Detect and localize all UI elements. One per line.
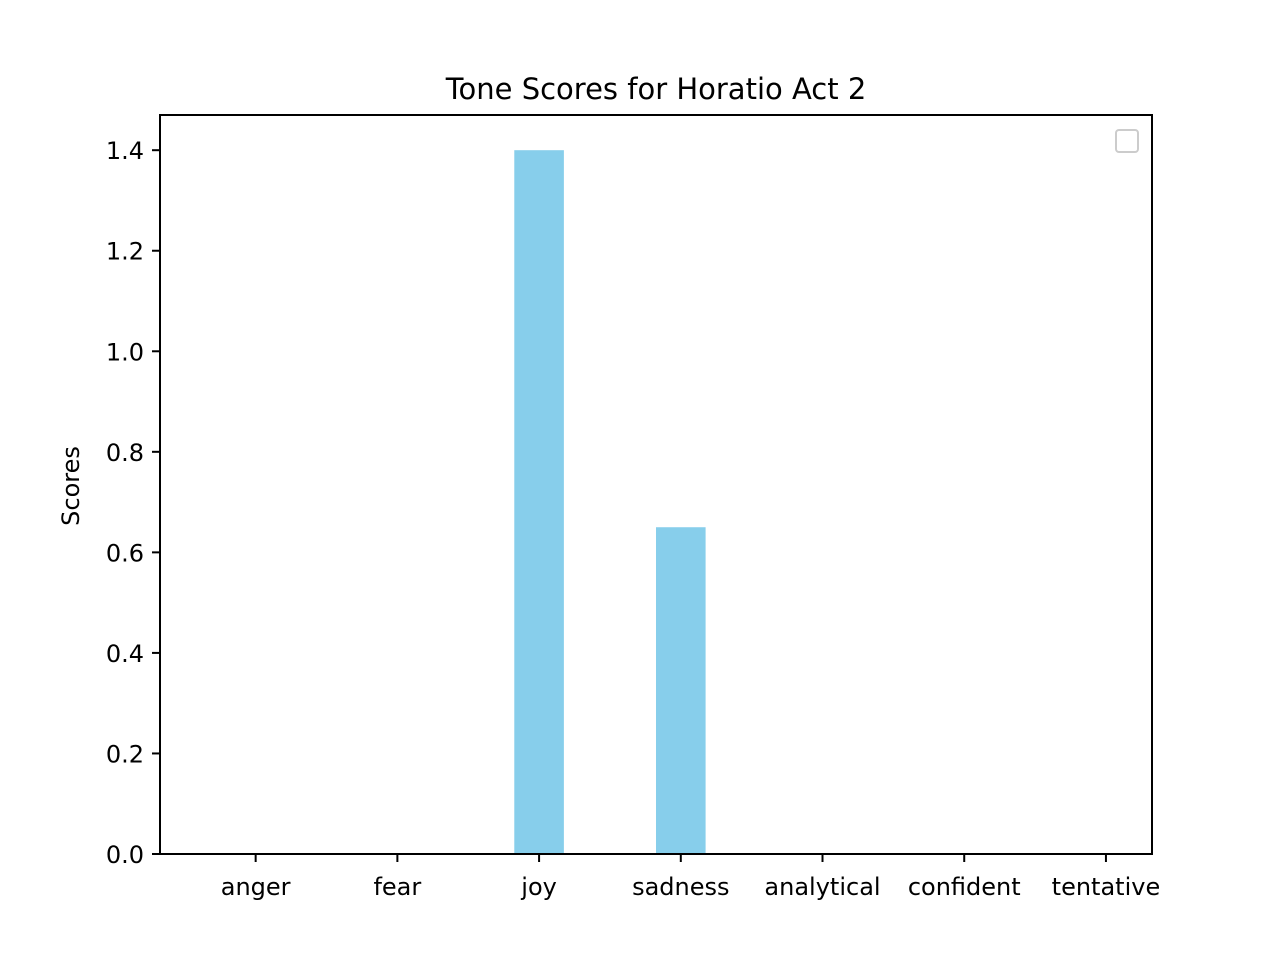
bar-sadness (656, 527, 706, 854)
y-axis-label: Scores (57, 446, 85, 526)
x-tick-label: confident (908, 873, 1021, 901)
bar-joy (514, 150, 564, 854)
y-tick-label: 1.0 (106, 338, 144, 366)
bars-group (514, 150, 706, 854)
y-tick-label: 1.2 (106, 238, 144, 266)
legend-box (1115, 129, 1139, 153)
y-tick-label: 1.4 (106, 137, 144, 165)
x-tick-label: joy (520, 873, 557, 901)
x-tick-label: analytical (764, 873, 880, 901)
x-tick-label: sadness (632, 873, 729, 901)
y-tick-label: 0.4 (106, 640, 144, 668)
x-tick-label: fear (373, 873, 421, 901)
plot-area-frame (159, 114, 1153, 855)
x-axis-ticks: anger fear joy sadness analytical confident te… (221, 854, 1160, 901)
x-tick-label: tentative (1052, 873, 1161, 901)
y-tick-label: 0.0 (106, 841, 144, 869)
y-tick-label: 0.8 (106, 439, 144, 467)
y-axis-ticks: 0.0 0.2 0.4 0.6 0.8 1.0 1.2 1.4 (106, 137, 160, 869)
x-tick-label: anger (221, 873, 291, 901)
y-tick-label: 0.6 (106, 539, 144, 567)
y-tick-label: 0.2 (106, 740, 144, 768)
chart-title: Tone Scores for Horatio Act 2 (445, 72, 867, 106)
